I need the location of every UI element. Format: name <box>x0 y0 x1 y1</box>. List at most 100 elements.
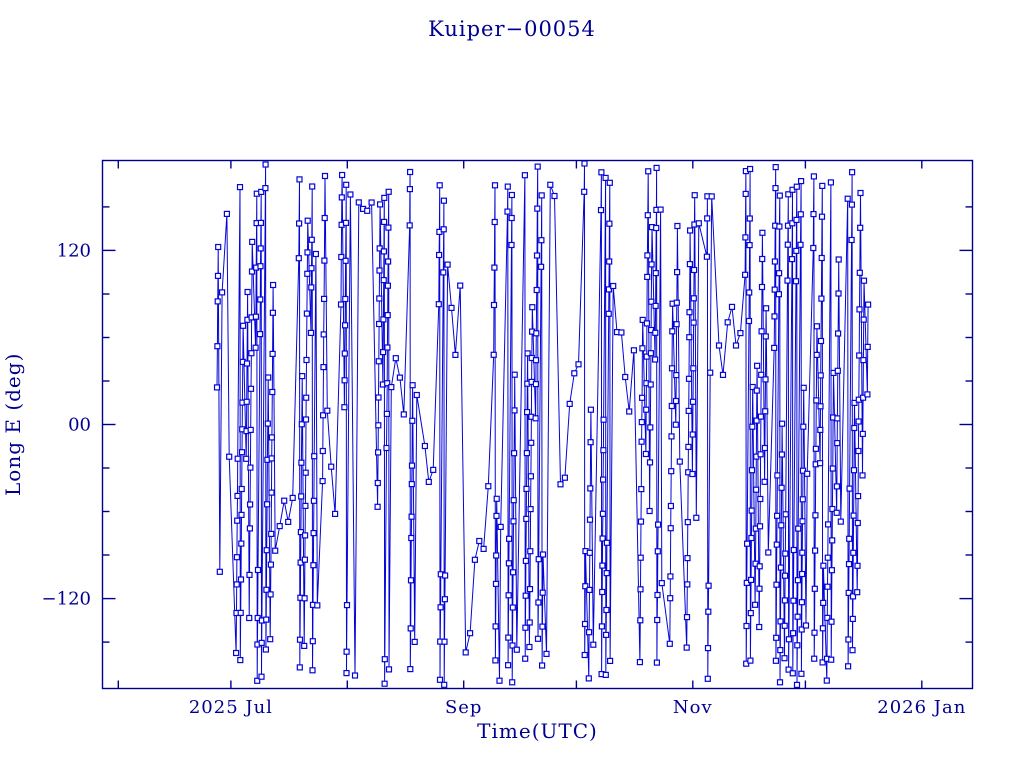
data-point-marker <box>774 472 781 479</box>
data-point-marker <box>811 655 818 662</box>
data-point-marker <box>813 351 820 358</box>
data-point-marker <box>582 583 589 590</box>
data-point-marker <box>539 623 546 630</box>
data-point-marker <box>385 188 392 195</box>
data-point-marker <box>637 518 645 525</box>
data-point-marker <box>606 179 613 186</box>
data-point-marker <box>854 493 862 500</box>
data-point-marker <box>262 185 269 192</box>
data-point-marker <box>746 289 753 296</box>
data-point-marker <box>790 546 797 554</box>
data-point-marker <box>835 290 842 297</box>
data-point-marker <box>343 648 350 655</box>
data-point-marker <box>598 623 606 630</box>
data-point-marker <box>508 214 515 222</box>
data-point-marker <box>532 415 539 422</box>
data-point-marker <box>849 593 857 600</box>
data-point-marker <box>252 344 259 351</box>
data-point-marker <box>602 631 610 639</box>
data-point-marker <box>797 211 804 218</box>
data-point-marker <box>732 342 740 349</box>
data-point-marker <box>824 554 831 561</box>
data-point-marker <box>436 182 443 189</box>
data-point-marker <box>342 257 349 264</box>
data-point-marker <box>690 266 698 274</box>
data-point-marker <box>247 501 254 508</box>
data-point-marker <box>668 402 675 410</box>
axes-frame <box>101 159 974 690</box>
data-point-marker <box>833 483 841 490</box>
data-point-marker <box>648 261 655 268</box>
data-point-marker <box>585 629 593 636</box>
data-point-marker <box>667 595 674 602</box>
data-point-marker <box>243 398 250 405</box>
data-point-marker <box>855 418 862 425</box>
data-point-marker <box>638 486 645 493</box>
data-point-marker <box>343 181 350 188</box>
data-point-marker <box>834 415 841 422</box>
data-point-marker <box>375 394 382 401</box>
data-point-marker <box>753 387 760 394</box>
data-point-marker <box>704 675 711 682</box>
data-point-marker <box>654 616 661 624</box>
data-point-marker <box>511 407 518 414</box>
data-point-marker <box>684 518 691 526</box>
data-point-marker <box>751 601 759 608</box>
data-point-marker <box>324 407 331 414</box>
data-point-marker <box>543 650 550 658</box>
data-point-marker <box>385 666 393 673</box>
data-point-marker <box>857 224 864 231</box>
data-point-marker <box>586 549 593 556</box>
data-point-marker <box>757 413 765 420</box>
data-point-marker <box>794 613 801 620</box>
data-point-marker <box>505 592 512 599</box>
data-point-marker <box>772 185 779 192</box>
data-point-marker <box>834 367 841 374</box>
data-point-marker <box>258 673 265 680</box>
data-point-marker <box>645 168 652 175</box>
data-point-marker <box>581 188 588 195</box>
data-point-marker <box>802 622 810 629</box>
data-point-marker <box>214 298 221 305</box>
data-point-marker <box>788 256 796 263</box>
data-point-marker <box>638 438 645 445</box>
data-point-marker <box>309 183 316 190</box>
data-point-marker <box>794 577 802 584</box>
data-point-marker <box>784 277 791 284</box>
data-point-marker <box>857 189 864 197</box>
data-point-marker <box>408 534 415 542</box>
data-point-marker <box>654 591 661 599</box>
data-point-marker <box>864 343 871 350</box>
data-point-marker <box>508 241 515 249</box>
data-point-marker <box>396 374 403 381</box>
data-point-marker <box>557 481 564 488</box>
data-point-marker <box>828 618 835 625</box>
data-point-marker <box>497 523 504 531</box>
data-point-marker <box>643 353 650 360</box>
data-point-marker <box>581 651 588 659</box>
data-point-marker <box>637 586 644 593</box>
data-point-marker <box>296 664 303 671</box>
data-point-marker <box>600 447 607 454</box>
data-point-marker <box>238 449 246 456</box>
data-point-marker <box>668 468 675 475</box>
data-point-marker <box>757 495 764 503</box>
data-point-marker <box>276 522 283 530</box>
y-tick-label: 120 <box>57 240 91 261</box>
data-point-marker <box>506 535 513 542</box>
data-point-marker <box>684 554 691 562</box>
data-point-marker <box>347 191 354 198</box>
data-point-marker <box>715 342 723 349</box>
data-point-marker <box>819 659 826 666</box>
data-point-marker <box>817 337 825 345</box>
data-point-marker <box>752 486 760 493</box>
data-point-marker <box>355 199 362 206</box>
data-point-marker <box>281 497 288 504</box>
data-point-marker <box>848 169 856 176</box>
data-point-marker <box>406 186 413 193</box>
data-series <box>213 160 872 689</box>
data-point-marker <box>854 562 861 569</box>
data-point-marker <box>310 529 317 537</box>
data-point-marker <box>669 328 676 335</box>
data-point-marker <box>673 299 680 306</box>
